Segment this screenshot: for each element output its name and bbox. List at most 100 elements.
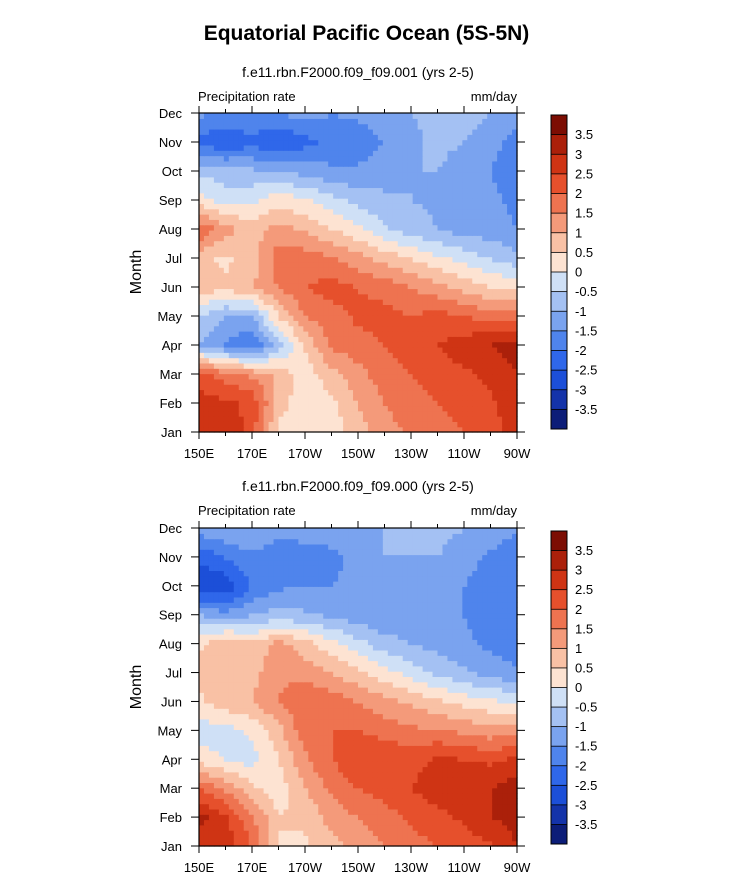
heatmap-cell	[238, 214, 245, 220]
heatmap-cell	[487, 267, 493, 274]
heatmap-cell	[313, 824, 319, 831]
heatmap-cell	[407, 150, 414, 157]
heatmap-cell	[377, 123, 384, 130]
heatmap-cell	[328, 240, 334, 247]
heatmap-cell	[472, 384, 478, 391]
heatmap-cell	[318, 256, 324, 263]
heatmap-cell	[243, 245, 250, 252]
heatmap-cell	[348, 251, 354, 258]
heatmap-cell	[467, 128, 473, 135]
heatmap-cell	[437, 283, 444, 290]
heatmap-cell	[348, 782, 354, 789]
heatmap-cell	[362, 357, 369, 364]
heatmap-cell	[377, 410, 384, 417]
heatmap-cell	[392, 315, 399, 321]
heatmap-cell	[472, 368, 478, 375]
heatmap-cell	[218, 229, 225, 236]
heatmap-cell	[328, 134, 334, 141]
heatmap-cell	[507, 113, 513, 119]
heatmap-cell	[392, 320, 399, 327]
heatmap-cell	[427, 288, 434, 295]
heatmap-cell	[199, 410, 205, 417]
panel-title: f.e11.rbn.F2000.f09_f09.001 (yrs 2-5)	[242, 64, 474, 80]
heatmap-cell	[447, 267, 454, 274]
heatmap-cell	[243, 134, 250, 141]
heatmap-cell	[353, 214, 359, 220]
heatmap-cell	[199, 819, 205, 826]
heatmap-cell	[273, 330, 280, 337]
heatmap-cell	[487, 192, 493, 199]
heatmap-cell	[298, 389, 304, 396]
heatmap-cell	[358, 400, 364, 407]
heatmap-cell	[318, 293, 324, 300]
heatmap-cell	[243, 766, 250, 773]
heatmap-cell	[213, 362, 220, 369]
heatmap-cell	[422, 267, 429, 274]
heatmap-cell	[258, 214, 265, 220]
heatmap-cell	[492, 368, 498, 375]
heatmap-cell	[338, 384, 344, 391]
heatmap-cell	[288, 187, 295, 194]
heatmap-cell	[248, 410, 255, 417]
heatmap-cell	[338, 787, 344, 794]
heatmap-cell	[343, 389, 349, 396]
heatmap-cell	[402, 160, 409, 167]
heatmap-cell	[308, 389, 314, 396]
heatmap-cell	[208, 777, 215, 783]
heatmap-cell	[218, 405, 225, 412]
heatmap-cell	[497, 787, 503, 794]
heatmap-cell	[303, 187, 309, 194]
heatmap-cell	[303, 251, 309, 258]
heatmap-cell	[462, 824, 468, 831]
heatmap-cell	[432, 405, 439, 412]
heatmap-cell	[258, 229, 265, 236]
heatmap-cell	[437, 373, 444, 380]
heatmap-cell	[437, 123, 444, 130]
heatmap-cell	[203, 405, 210, 412]
heatmap-cell	[233, 830, 240, 836]
heatmap-cell	[407, 824, 414, 831]
heatmap-cell	[268, 187, 275, 194]
heatmap-cell	[268, 421, 275, 428]
heatmap-cell	[298, 330, 304, 337]
heatmap-cell	[343, 261, 349, 268]
heatmap-cell	[268, 803, 275, 810]
heatmap-cell	[382, 787, 389, 794]
heatmap-cell	[492, 256, 498, 263]
heatmap-cell	[442, 389, 449, 396]
heatmap-cell	[422, 373, 429, 380]
heatmap-cell	[238, 299, 245, 305]
heatmap-cell	[338, 389, 344, 396]
heatmap-cell	[407, 771, 414, 778]
heatmap-cell	[452, 256, 458, 263]
heatmap-cell	[199, 405, 205, 412]
heatmap-cell	[263, 835, 270, 842]
heatmap-cell	[288, 139, 295, 146]
heatmap-cell	[323, 378, 329, 385]
heatmap-cell	[273, 426, 280, 433]
heatmap-cell	[417, 192, 424, 199]
heatmap-cell	[298, 830, 304, 836]
heatmap-cell	[367, 144, 374, 151]
heatmap-cell	[397, 793, 404, 799]
heatmap-cell	[248, 824, 255, 831]
heatmap-cell	[502, 214, 508, 220]
heatmap-cell	[263, 824, 270, 831]
heatmap-cell	[437, 288, 444, 295]
heatmap-cell	[397, 341, 404, 348]
colorbar-box	[551, 213, 567, 234]
heatmap-cell	[412, 272, 419, 279]
heatmap-cell	[447, 288, 454, 295]
heatmap-cell	[223, 251, 230, 258]
heatmap-cell	[218, 118, 225, 125]
heatmap-cell	[199, 293, 205, 300]
heatmap-cell	[348, 272, 354, 279]
heatmap-cell	[452, 341, 458, 348]
heatmap-cell	[318, 346, 324, 353]
heatmap-cell	[362, 384, 369, 391]
heatmap-cell	[487, 766, 493, 773]
heatmap-cell	[432, 416, 439, 422]
heatmap-cell	[432, 336, 439, 343]
heatmap-cell	[353, 203, 359, 210]
heatmap-cell	[248, 341, 255, 348]
